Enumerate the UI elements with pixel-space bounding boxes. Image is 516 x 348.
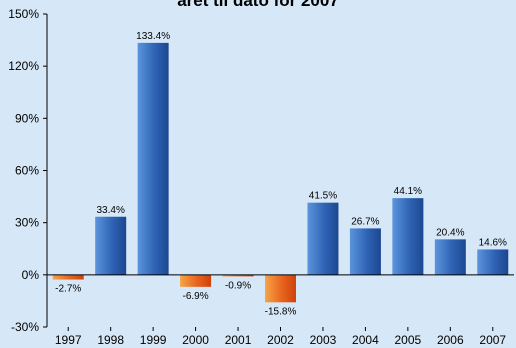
x-tick-label: 2001 [225, 333, 252, 347]
y-tick-label: 0% [22, 268, 40, 282]
bar-1999 [137, 42, 169, 275]
bar-2000 [180, 274, 212, 287]
bar-2007 [477, 249, 509, 275]
data-label-1997: -2.7% [55, 284, 81, 295]
bar-2003 [307, 202, 339, 275]
x-tick-label: 2005 [395, 333, 422, 347]
bar-2002 [265, 274, 296, 303]
data-label-2007: 14.6% [479, 237, 507, 248]
y-tick-label: 30% [15, 216, 39, 230]
x-tick-label: 1999 [140, 333, 167, 347]
bar-2001 [222, 274, 254, 277]
x-tick-label: 2004 [352, 333, 379, 347]
data-label-2000: -6.9% [183, 291, 209, 302]
x-tick-label: 2003 [310, 333, 337, 347]
data-label-2006: 20.4% [436, 227, 464, 238]
data-label-2002: -15.8% [265, 306, 297, 317]
y-tick-label: 60% [15, 164, 39, 178]
x-tick-label: 2006 [437, 333, 464, 347]
y-axis: -30% 0% 30% 60% 90% 120% 150% [8, 7, 48, 334]
y-tick-label: 120% [8, 59, 39, 73]
x-tick-label: 1998 [97, 333, 124, 347]
data-label-1999: 133.4% [136, 31, 170, 42]
data-label-2003: 41.5% [309, 191, 337, 202]
data-label-2004: 26.7% [351, 216, 379, 227]
x-tick-label: 1997 [55, 333, 82, 347]
chart-title: aret til dato for 2007 [177, 0, 339, 10]
bar-2005 [392, 198, 424, 275]
bar-2006 [434, 239, 466, 275]
y-tick-label: 90% [15, 111, 39, 125]
data-label-2005: 44.1% [394, 186, 422, 197]
bar-2004 [349, 228, 381, 275]
x-tick-label: 2002 [267, 333, 294, 347]
y-tick-label: -30% [11, 320, 39, 334]
x-tick-label: 2000 [182, 333, 209, 347]
x-axis: 1997 1998 1999 2000 2001 2002 2003 2004 2005 2006… [47, 274, 514, 347]
bar-1997 [52, 274, 84, 280]
bars: -2.7% 33.4% 133.4% -6.9% -0.9% -15.8% 41.5% 26.… [52, 31, 509, 317]
y-tick-label: 150% [8, 7, 39, 21]
data-label-1998: 33.4% [97, 205, 125, 216]
x-tick-label: 2007 [479, 333, 506, 347]
bar-1998 [95, 216, 127, 275]
data-label-2001: -0.9% [225, 280, 251, 291]
